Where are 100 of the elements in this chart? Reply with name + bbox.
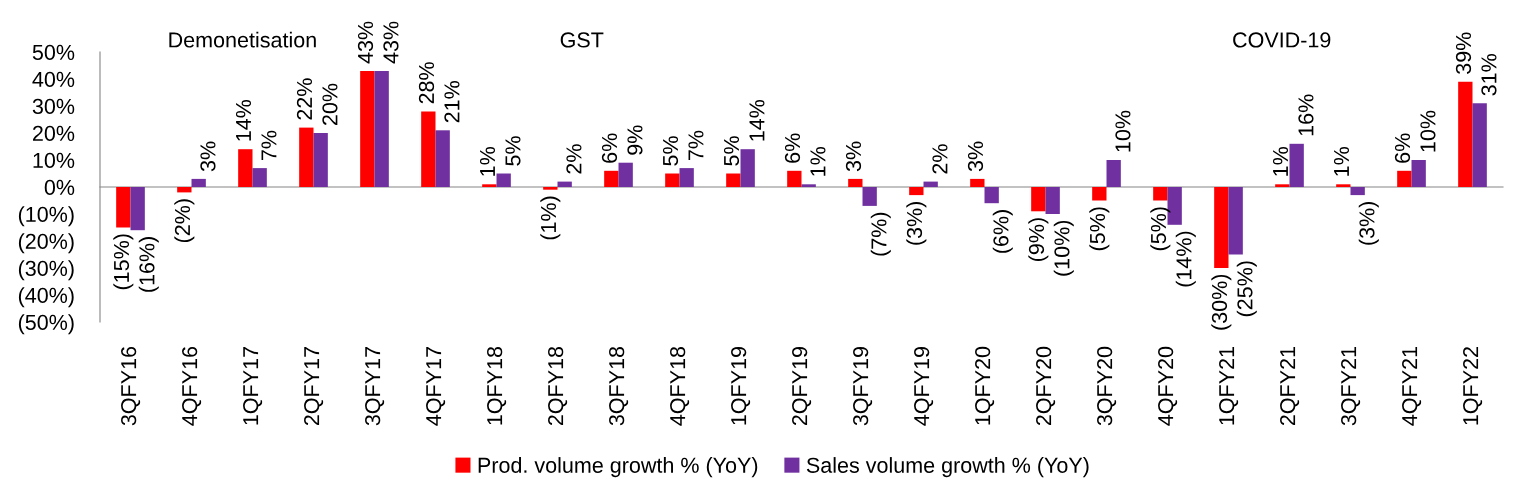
y-tick-label: 30% — [32, 98, 75, 115]
data-label: 43% — [357, 21, 374, 64]
text: COVID-19 — [1233, 32, 1331, 48]
data-label: 2% — [566, 144, 582, 174]
bar — [1031, 187, 1046, 212]
data-label: 10% — [1420, 110, 1436, 152]
bar — [1153, 187, 1168, 201]
x-tick-label: 4QFY19 — [914, 347, 934, 426]
bar — [116, 187, 131, 228]
bar — [1092, 187, 1107, 201]
bar — [313, 133, 328, 187]
text: GST — [560, 32, 604, 48]
bar — [1472, 103, 1487, 187]
data-label: 6% — [601, 133, 618, 163]
y-tick-label: (30%) — [18, 260, 74, 281]
bar — [435, 130, 450, 187]
data-label: 1% — [810, 147, 826, 176]
data-label: 20% — [322, 83, 338, 125]
data-label: 7% — [688, 130, 704, 161]
data-label: (2%) — [174, 199, 195, 243]
data-label: 39% — [1455, 32, 1472, 74]
bar — [923, 181, 938, 187]
data-label: (10%) — [1053, 220, 1074, 276]
data-label: 21% — [444, 81, 460, 123]
bar — [1106, 160, 1121, 187]
bar — [360, 70, 375, 187]
x-tick-label: 3QFY19 — [853, 347, 873, 426]
y-tick-label: 50% — [32, 44, 75, 61]
x-tick-label: 3QFY17 — [365, 347, 385, 426]
data-label: (15%) — [113, 234, 134, 290]
data-label: (30%) — [1211, 274, 1232, 330]
bar — [909, 187, 924, 196]
data-label: 31% — [1481, 54, 1497, 96]
y-tick-label: 0% — [44, 179, 75, 196]
bar — [970, 178, 985, 187]
data-label: 14% — [235, 99, 252, 141]
x-tick-label: 2QFY19 — [792, 347, 812, 426]
bar — [557, 181, 572, 187]
data-label: 5% — [662, 136, 679, 166]
bar — [1045, 187, 1060, 214]
bar — [191, 178, 206, 187]
bar — [130, 187, 145, 231]
bar — [496, 173, 511, 187]
y-tick-label: 40% — [32, 71, 75, 88]
bar — [679, 168, 694, 187]
data-label: 14% — [749, 99, 765, 141]
text: Demonetisation — [169, 31, 316, 48]
x-tick-label: 1QFY17 — [243, 347, 263, 425]
x-tick-label: 1QFY21 — [1219, 347, 1239, 425]
bar — [1350, 187, 1365, 196]
x-tick-label: 1QFY22 — [1463, 347, 1483, 425]
bar — [801, 184, 816, 187]
bar — [252, 168, 267, 187]
data-label: 16% — [1298, 94, 1314, 136]
y-tick-label: (50%) — [18, 314, 74, 335]
bar — [374, 70, 389, 187]
data-label: (9%) — [1028, 218, 1049, 261]
data-label: 6% — [784, 133, 801, 163]
data-label: 3% — [200, 141, 216, 172]
data-label: 1% — [1272, 147, 1289, 176]
bar — [543, 187, 558, 190]
bar — [862, 187, 877, 206]
bar — [848, 178, 863, 187]
data-label: (3%) — [1358, 201, 1379, 245]
bar — [1336, 184, 1351, 187]
y-tick-label: (40%) — [18, 287, 74, 308]
bar — [726, 173, 741, 187]
bar — [1458, 81, 1473, 187]
bar — [1275, 184, 1290, 187]
x-tick-label: 1QFY19 — [731, 347, 751, 425]
y-tick-label: 10% — [33, 152, 75, 169]
y-tick-label: (20%) — [18, 233, 74, 254]
x-tick-label: 2QFY17 — [304, 347, 324, 426]
data-label: 9% — [627, 125, 643, 155]
bar — [238, 149, 253, 187]
bar — [984, 187, 999, 204]
y-tick-label: (10%) — [18, 206, 74, 227]
bar — [1397, 170, 1412, 187]
x-tick-label: 4QFY18 — [670, 346, 690, 426]
bar — [1289, 143, 1304, 187]
data-label: 10% — [1115, 110, 1131, 152]
data-label: (25%) — [1236, 261, 1257, 317]
legend-label: Sales volume growth % (YoY) — [806, 457, 1089, 478]
data-label: (7%) — [870, 212, 891, 256]
bar — [482, 184, 497, 187]
x-tick-label: 3QFY20 — [1097, 346, 1117, 426]
bar — [1228, 187, 1243, 255]
data-label: (1%) — [540, 196, 561, 240]
data-label: 28% — [418, 62, 435, 104]
data-label: 2% — [932, 144, 948, 174]
legend-label: Prod. volume growth % (YoY) — [478, 457, 758, 478]
data-label: 3% — [967, 141, 984, 172]
x-tick-label: 3QFY18 — [609, 346, 629, 426]
x-tick-label: 2QFY20 — [1036, 346, 1056, 426]
data-label: 5% — [723, 136, 740, 166]
data-label: (5%) — [1089, 207, 1110, 251]
data-label: (14%) — [1175, 231, 1196, 287]
data-label: 6% — [1394, 133, 1411, 163]
x-tick-label: 2QFY18 — [548, 346, 568, 426]
data-label: (16%) — [138, 237, 159, 292]
